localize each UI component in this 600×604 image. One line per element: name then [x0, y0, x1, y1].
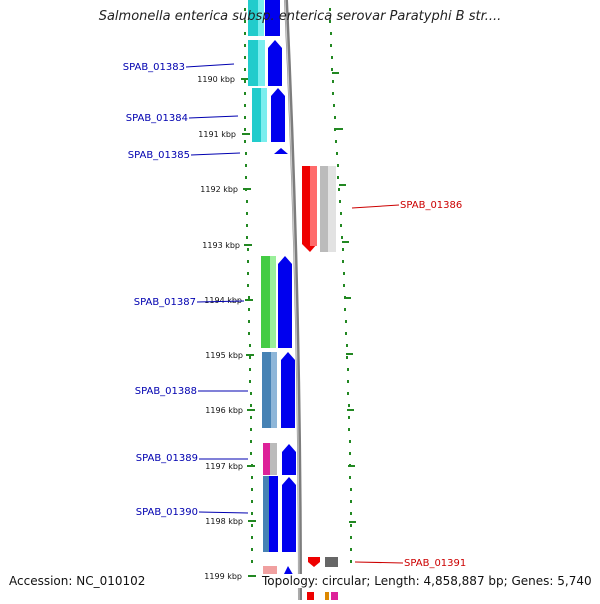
- gene-feature[interactable]: [263, 476, 269, 552]
- gene-feature[interactable]: [263, 443, 270, 475]
- topology-text: Topology: circular; Length: 4,858,887 bp…: [260, 574, 594, 588]
- gene-labels-right: SPAB_01386 SPAB_01391: [400, 200, 466, 569]
- tick-label: 1193 kbp: [202, 241, 240, 250]
- gene-label-spab-01383[interactable]: SPAB_01383: [123, 62, 185, 73]
- tick-label: 1194 kbp: [204, 296, 242, 305]
- cds-arrow[interactable]: [265, 0, 280, 36]
- cds-arrow[interactable]: [271, 88, 285, 142]
- cds-arrow[interactable]: [281, 352, 295, 428]
- gene-labels-left: SPAB_01383 SPAB_01384 SPAB_01385 SPAB_01…: [123, 62, 198, 518]
- left-ruler: [241, 8, 256, 577]
- tick-labels: 1190 kbp 1191 kbp 1192 kbp 1193 kbp 1194…: [197, 75, 243, 581]
- tick-label: 1195 kbp: [205, 351, 243, 360]
- tick-label: 1197 kbp: [205, 462, 243, 471]
- gene-feature[interactable]: [325, 557, 338, 567]
- gene-feature[interactable]: [307, 592, 314, 600]
- cds-arrow[interactable]: [308, 557, 320, 567]
- feature-track-reverse-cds: [302, 166, 338, 600]
- gene-feature[interactable]: [269, 476, 278, 552]
- map-title: Salmonella enterica subsp. enterica sero…: [98, 9, 502, 24]
- tick-label: 1192 kbp: [200, 185, 238, 194]
- gene-label-spab-01390[interactable]: SPAB_01390: [136, 507, 198, 518]
- right-ruler: [329, 8, 356, 563]
- cds-arrow[interactable]: [274, 148, 288, 154]
- tick-label: 1190 kbp: [197, 75, 235, 84]
- gene-label-spab-01391[interactable]: SPAB_01391: [404, 558, 466, 569]
- genome-backbone: [284, 0, 302, 601]
- gene-label-spab-01384[interactable]: SPAB_01384: [126, 113, 188, 124]
- tick-label: 1199 kbp: [204, 572, 242, 581]
- tick-label: 1198 kbp: [205, 517, 243, 526]
- tick-label: 1196 kbp: [205, 406, 243, 415]
- feature-track-cog: [248, 0, 278, 578]
- gene-label-spab-01385[interactable]: SPAB_01385: [128, 150, 190, 161]
- tick-label: 1191 kbp: [198, 130, 236, 139]
- cds-arrow[interactable]: [268, 40, 282, 86]
- cds-arrow[interactable]: [282, 444, 296, 475]
- cds-arrow[interactable]: [278, 256, 292, 348]
- gene-label-spab-01388[interactable]: SPAB_01388: [135, 386, 197, 397]
- gene-label-spab-01387[interactable]: SPAB_01387: [134, 297, 196, 308]
- gene-feature[interactable]: [331, 592, 338, 600]
- gene-feature[interactable]: [325, 592, 329, 600]
- cds-arrow[interactable]: [282, 477, 296, 552]
- leader-lines: [185, 63, 404, 564]
- gene-label-spab-01386[interactable]: SPAB_01386: [400, 200, 462, 211]
- accession-text: Accession: NC_010102: [7, 574, 148, 588]
- gene-label-spab-01389[interactable]: SPAB_01389: [136, 453, 198, 464]
